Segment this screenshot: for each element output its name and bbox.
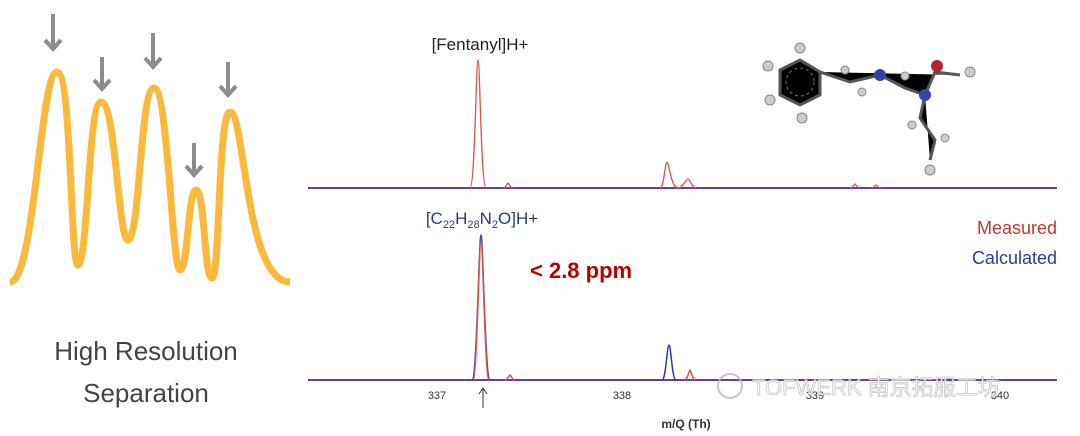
separation-curve (8, 68, 291, 286)
caption: Separation (83, 378, 209, 408)
legend-calculated: Calculated (972, 248, 1057, 268)
formula-sub: 22 (443, 219, 455, 231)
arrows (43, 14, 238, 179)
x-tick-label: 337 (428, 390, 446, 402)
formula-part: [C (426, 209, 443, 228)
formula-part: O]H+ (498, 209, 538, 228)
peak-label: [Fentanyl]H+ (432, 35, 529, 54)
x-tick-label: 338 (613, 390, 631, 402)
formula-sub: 2 (492, 219, 498, 231)
watermark: TOFWERK 南京拓服工坊 (717, 373, 1000, 400)
measured-top (469, 59, 882, 189)
peaks-bottom (471, 234, 697, 381)
formula-sub: 28 (467, 219, 479, 231)
x-tick-label: 340 (991, 390, 1009, 402)
ppm-note: < 2.8 ppm (530, 258, 632, 283)
formula-label: [C22H28N2O]H+ (426, 209, 538, 231)
caption: High Resolution (54, 336, 238, 366)
legend-measured: Measured (977, 218, 1057, 238)
x-axis-label: m/Q (Th) (661, 417, 710, 431)
formula-part: H (455, 209, 467, 228)
marker-arrow (478, 387, 488, 408)
watermark-text: TOFWERK 南京拓服工坊 (752, 375, 1000, 400)
molecule (762, 42, 976, 176)
x-tick-label: 339 (806, 390, 824, 402)
formula-part: N (480, 209, 492, 228)
